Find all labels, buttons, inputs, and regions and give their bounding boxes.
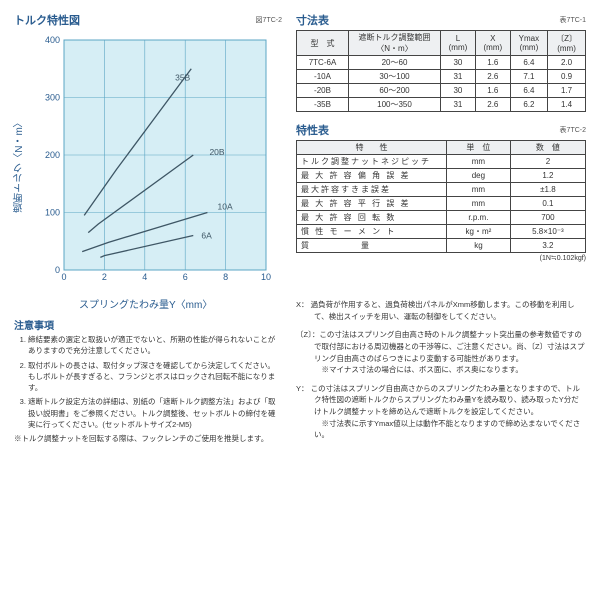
- svg-text:35B: 35B: [175, 72, 190, 82]
- right-notes: X： 過負荷が作用すると、過負荷検出パネルがXmm移動します。この移動を利用して…: [296, 299, 586, 448]
- svg-text:10A: 10A: [218, 202, 233, 212]
- char-label: 表7TC-2: [560, 125, 586, 135]
- fig-label: 図7TC-2: [256, 15, 282, 25]
- notes-extra: ※トルク調整ナットを回転する際は、フックレンチのご使用を推奨します。: [14, 433, 282, 444]
- svg-text:8: 8: [223, 272, 228, 282]
- svg-text:20B: 20B: [209, 147, 224, 157]
- svg-text:100: 100: [45, 208, 60, 218]
- char-title: 特性表: [296, 125, 329, 137]
- svg-text:300: 300: [45, 93, 60, 103]
- dim-title: 寸法表: [296, 15, 329, 27]
- note-y: Y： この寸法はスプリング自由高さからのスプリングたわみ量となりますので、トルク…: [296, 383, 586, 441]
- notes-list: 締結要素の選定と取扱いが適正でないと、所期の性能が得られないことがありますので充…: [14, 334, 282, 444]
- chart-title: トルク特性図: [14, 15, 80, 27]
- svg-text:6A: 6A: [201, 230, 212, 240]
- svg-text:10: 10: [261, 272, 271, 282]
- note-x: X： 過負荷が作用すると、過負荷検出パネルがXmm移動します。この移動を利用して…: [296, 299, 586, 322]
- dim-label: 表7TC-1: [560, 15, 586, 25]
- svg-text:0: 0: [61, 272, 66, 282]
- characteristics-table: 特 性単 位数 値トルク調整ナットネジピッチmm2最 大 許 容 偏 角 誤 差…: [296, 140, 586, 253]
- svg-text:200: 200: [45, 150, 60, 160]
- svg-text:2: 2: [102, 272, 107, 282]
- svg-text:4: 4: [142, 272, 147, 282]
- x-axis-label: スプリングたわみ量Y〈mm〉: [79, 296, 209, 311]
- notes-title: 注意事項: [14, 317, 282, 332]
- svg-text:400: 400: [45, 35, 60, 45]
- dimension-table: 型 式遮断トルク調整範囲〈N・m〉L(mm)X(mm)Ymax(mm)〔Z〕(m…: [296, 30, 586, 112]
- char-footnote: (1N≒0.102kgf): [296, 254, 586, 262]
- svg-text:0: 0: [55, 265, 60, 275]
- note-z: 〔Z〕：この寸法はスプリング自由高さ時のトルク調整ナット突出量の参考数値ですので…: [296, 329, 586, 376]
- svg-text:6: 6: [183, 272, 188, 282]
- torque-chart: 遮断トルク〈N・m〉 0246810010020030040035B20B10A…: [14, 32, 274, 297]
- y-axis-label: 遮断トルク〈N・m〉: [12, 117, 27, 213]
